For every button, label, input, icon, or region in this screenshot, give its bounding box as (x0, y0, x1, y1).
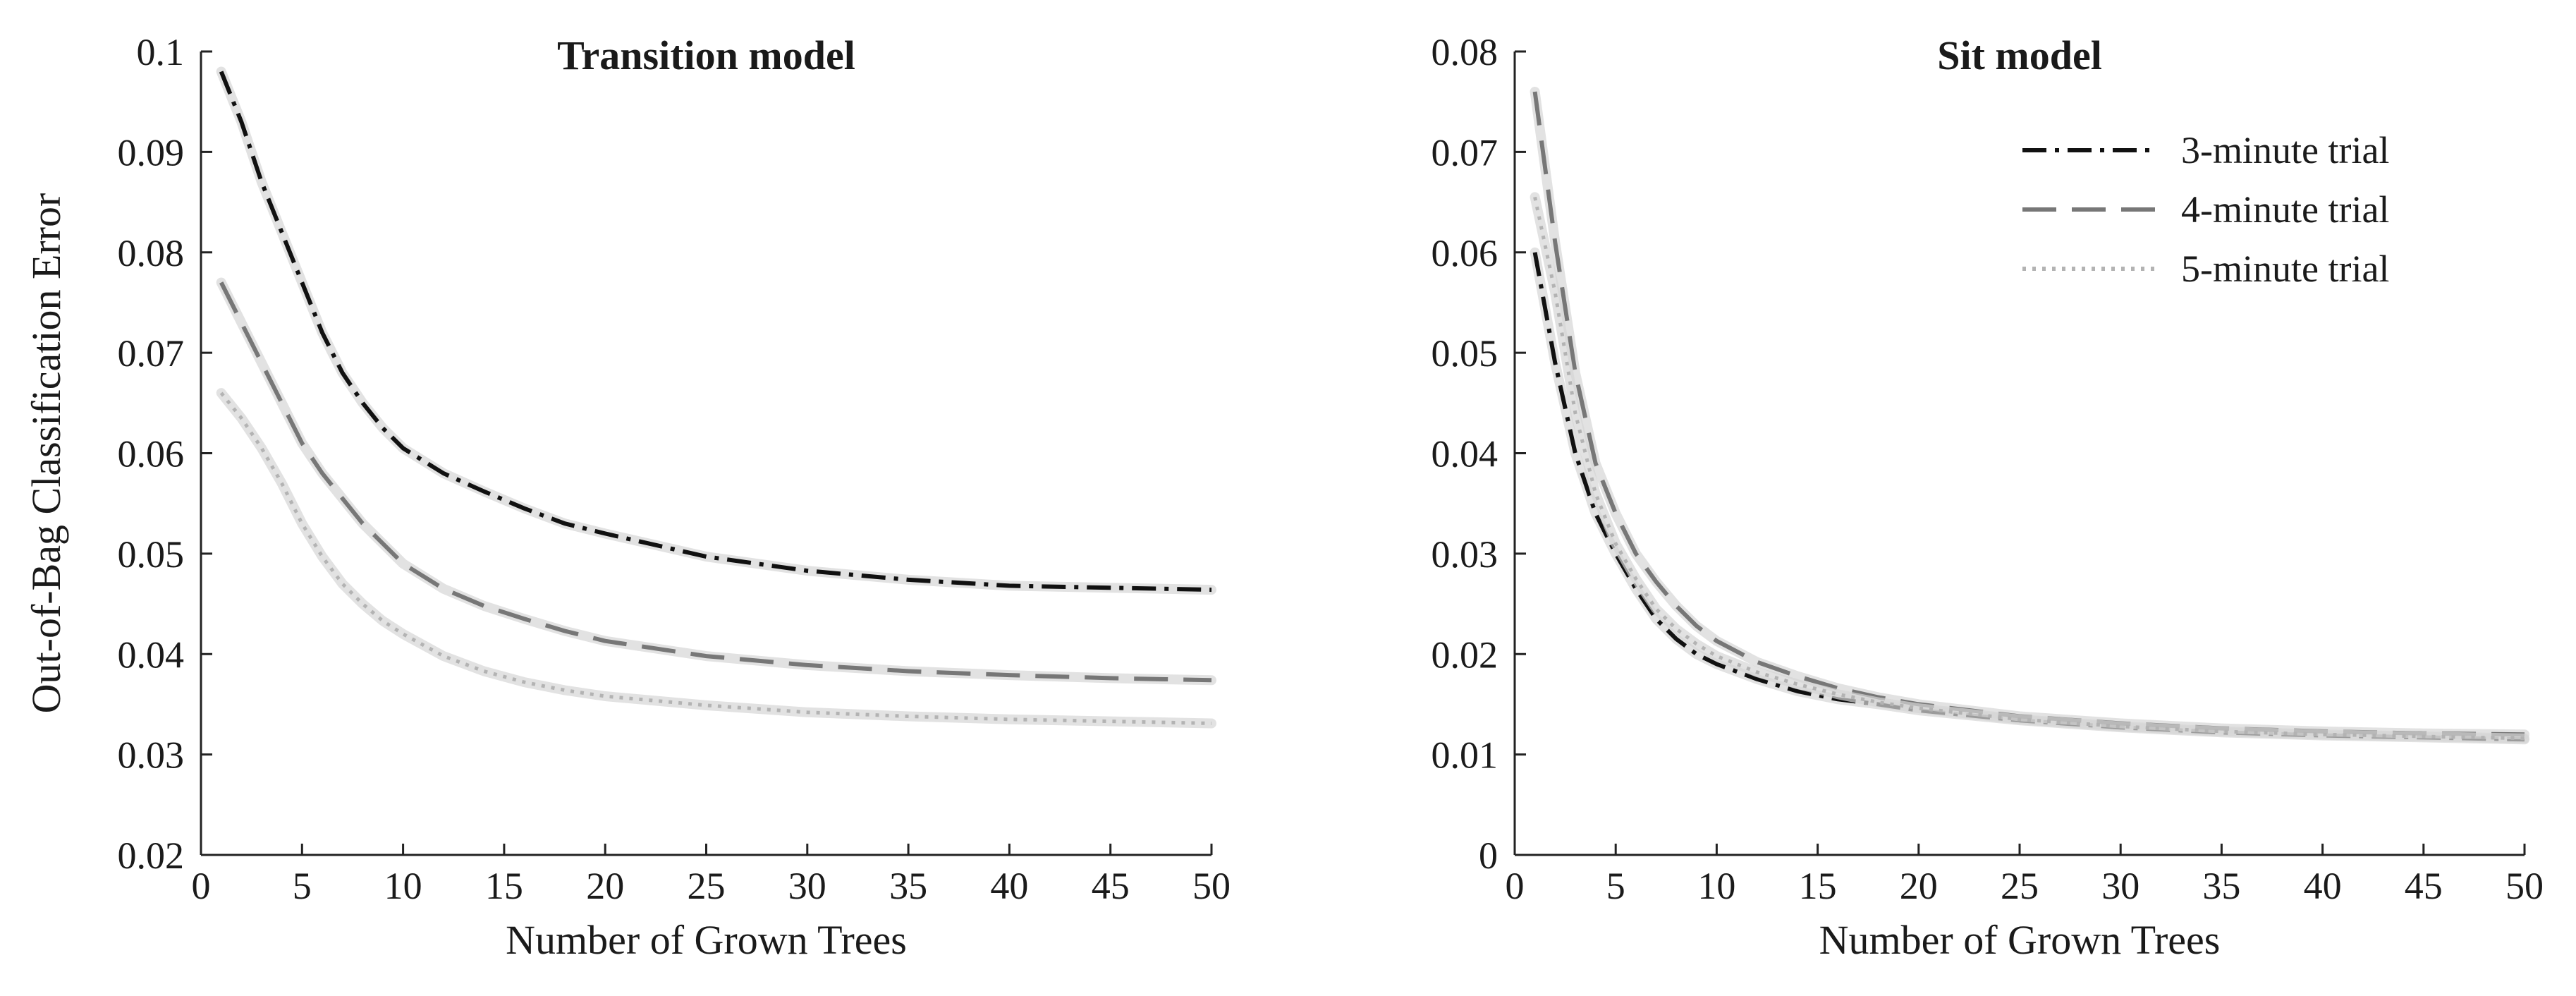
x-tick-label: 40 (2304, 865, 2342, 907)
x-tick-label: 10 (1697, 865, 1735, 907)
legend-label: 5-minute trial (2181, 248, 2389, 290)
x-tick-label: 20 (1900, 865, 1938, 907)
x-tick-label: 40 (990, 865, 1028, 907)
legend-label: 3-minute trial (2181, 129, 2389, 171)
x-tick-label: 50 (1192, 865, 1231, 907)
x-tick-label: 5 (293, 865, 312, 907)
x-tick-label: 35 (2202, 865, 2240, 907)
x-axis-title: Number of Grown Trees (1819, 917, 2221, 963)
y-tick-label: 0.07 (1432, 131, 1498, 174)
y-tick-label: 0.05 (1432, 332, 1498, 375)
y-tick-label: 0.1 (137, 31, 185, 73)
y-tick-label: 0.08 (1432, 31, 1498, 73)
y-tick-label: 0.07 (118, 332, 185, 375)
x-tick-label: 45 (2405, 865, 2443, 907)
x-tick-label: 30 (2101, 865, 2139, 907)
transition-model-panel: 0 5 10 15 20 25 30 35 40 45 50 0.02 0.03 0.04 0.05 0.06… (23, 31, 1231, 963)
x-tick-label: 45 (1092, 865, 1130, 907)
y-axis-title: Out-of-Bag Classification Error (23, 193, 69, 714)
x-tick-label: 15 (485, 865, 523, 907)
x-tick-label: 30 (788, 865, 826, 907)
y-tick-label: 0.04 (118, 633, 185, 676)
x-tick-label: 5 (1606, 865, 1625, 907)
y-tick-label: 0.06 (1432, 232, 1498, 274)
x-axis-title: Number of Grown Trees (506, 917, 907, 963)
x-tick-label: 15 (1799, 865, 1837, 907)
y-tick-label: 0.06 (118, 433, 185, 475)
y-tick-label: 0.04 (1432, 433, 1498, 475)
series-line-5-minute-trial (1533, 196, 2525, 741)
series-halo-3-minute-trial (1530, 247, 2529, 745)
y-tick-label: 0 (1479, 834, 1498, 877)
legend-label: 4-minute trial (2181, 188, 2389, 231)
y-tick-label: 0.08 (118, 232, 185, 274)
panel-title: Transition model (557, 32, 855, 78)
panel-title: Sit model (1937, 32, 2102, 78)
sit-model-panel: 0 5 10 15 20 25 30 35 40 45 50 0 0.01 0.02 0.03 0.04 0.0… (1432, 31, 2544, 963)
x-tick-label: 0 (192, 865, 211, 907)
series-line-4-minute-trial (219, 281, 1212, 683)
x-tick-label: 50 (2505, 865, 2544, 907)
x-tick-label: 10 (384, 865, 422, 907)
series-halo-3-minute-trial (216, 66, 1216, 595)
series-line-3-minute-trial (219, 71, 1212, 593)
x-tick-label: 20 (586, 865, 624, 907)
series-halo-5-minute-trial (216, 388, 1216, 729)
y-tick-label: 0.02 (118, 834, 185, 877)
x-tick-label: 0 (1506, 865, 1525, 907)
y-tick-label: 0.03 (1432, 533, 1498, 576)
y-tick-label: 0.02 (1432, 633, 1498, 676)
y-tick-label: 0.01 (1432, 734, 1498, 777)
y-tick-label: 0.03 (118, 734, 185, 777)
x-tick-label: 25 (2001, 865, 2039, 907)
y-tick-label: 0.09 (118, 131, 185, 174)
x-tick-label: 25 (688, 865, 726, 907)
x-tick-label: 35 (889, 865, 927, 907)
series-halo-4-minute-trial (216, 277, 1216, 686)
y-tick-label: 0.05 (118, 533, 185, 576)
series-line-3-minute-trial (1532, 252, 2525, 742)
